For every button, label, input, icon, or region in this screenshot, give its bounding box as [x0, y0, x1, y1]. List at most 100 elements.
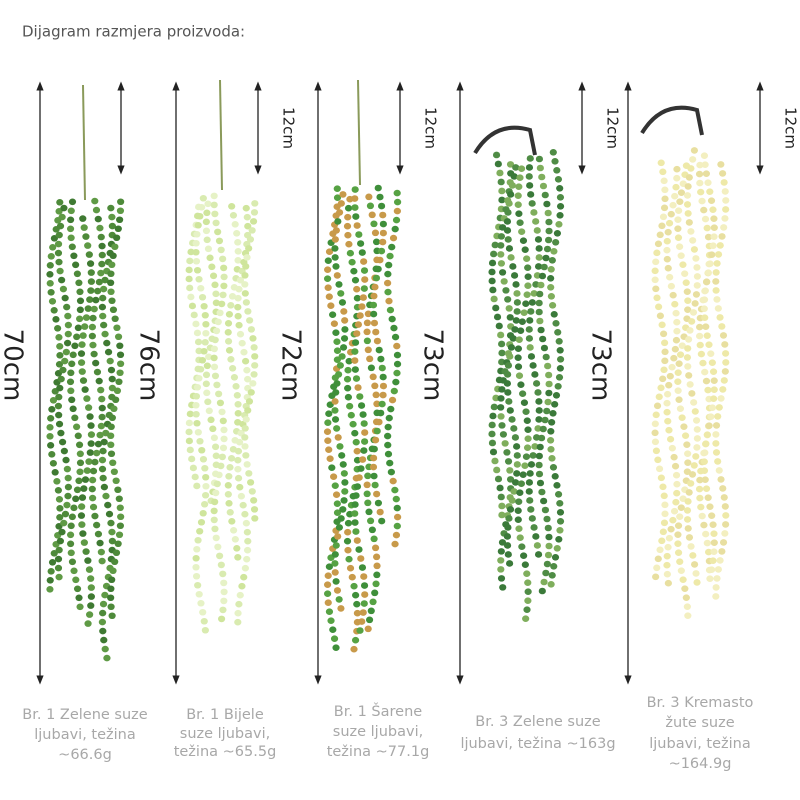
- bead: [675, 360, 683, 367]
- bead: [498, 422, 506, 429]
- bead: [706, 260, 714, 267]
- bead: [330, 473, 338, 481]
- bead: [196, 212, 204, 220]
- bead: [688, 471, 697, 478]
- bead: [107, 279, 115, 287]
- bead: [234, 609, 242, 617]
- bead: [201, 464, 209, 472]
- bead: [81, 476, 90, 483]
- bead: [241, 281, 249, 288]
- bead: [114, 540, 122, 548]
- bead: [490, 250, 498, 258]
- plant: [46, 84, 125, 662]
- bead: [709, 521, 717, 528]
- bead: [697, 188, 705, 196]
- bead: [225, 499, 233, 507]
- bead: [60, 447, 68, 455]
- bead: [325, 608, 334, 616]
- bead: [50, 307, 58, 314]
- bead: [242, 263, 250, 270]
- bead: [372, 238, 381, 246]
- bead: [719, 485, 727, 492]
- bead: [333, 272, 341, 279]
- bead: [332, 329, 340, 337]
- bead: [67, 387, 75, 395]
- bead: [364, 499, 372, 507]
- bead: [113, 234, 121, 242]
- bead: [676, 405, 685, 412]
- bead: [513, 452, 521, 459]
- bead: [714, 305, 722, 312]
- bead: [339, 461, 347, 468]
- bead: [674, 540, 682, 547]
- bead: [107, 519, 115, 527]
- length-label: 73cm: [586, 329, 616, 402]
- bead: [369, 598, 377, 606]
- bead: [324, 599, 332, 607]
- bead: [104, 501, 112, 509]
- bead: [683, 441, 691, 448]
- bead: [671, 300, 679, 308]
- bead: [87, 602, 95, 609]
- bead: [553, 230, 562, 237]
- bead: [224, 337, 233, 345]
- bead: [498, 269, 507, 276]
- bead: [84, 620, 92, 627]
- bead: [86, 449, 94, 456]
- bead: [85, 251, 93, 258]
- bead: [67, 549, 75, 557]
- bead: [353, 222, 361, 229]
- bead: [514, 507, 522, 515]
- bead: [533, 542, 542, 549]
- bead: [340, 497, 348, 504]
- bead: [712, 287, 720, 294]
- bead: [66, 225, 75, 233]
- bead: [192, 554, 200, 562]
- bead: [325, 293, 333, 301]
- bead: [497, 575, 506, 582]
- bead: [722, 521, 730, 528]
- bead: [521, 246, 529, 254]
- bead: [353, 609, 362, 617]
- bead: [344, 528, 352, 536]
- bead: [241, 434, 249, 441]
- bead: [203, 362, 211, 370]
- bead: [371, 544, 380, 552]
- bead: [384, 432, 392, 440]
- bead: [516, 489, 524, 497]
- bead: [663, 237, 671, 245]
- bead: [376, 508, 384, 516]
- bead: [377, 409, 385, 417]
- bead: [526, 155, 534, 162]
- bead: [193, 383, 202, 391]
- bead: [338, 353, 346, 360]
- bead: [213, 381, 221, 389]
- bead: [499, 431, 508, 438]
- bead: [363, 481, 371, 489]
- bead: [90, 305, 98, 313]
- bead: [46, 271, 54, 278]
- bead: [72, 495, 80, 503]
- bead: [540, 578, 548, 586]
- bead: [684, 525, 692, 532]
- bead: [55, 393, 63, 401]
- bead: [55, 546, 63, 554]
- bead: [503, 227, 512, 234]
- bead: [328, 464, 336, 472]
- bead: [709, 368, 718, 375]
- bead: [49, 397, 58, 404]
- bead: [549, 302, 557, 309]
- bead: [714, 251, 723, 258]
- bead: [97, 548, 105, 556]
- bead: [717, 395, 725, 402]
- bead: [233, 391, 241, 399]
- bead: [234, 456, 242, 464]
- bead: [671, 345, 679, 353]
- bead: [556, 194, 565, 201]
- bead: [374, 499, 383, 507]
- bead: [107, 288, 115, 296]
- bead: [339, 191, 347, 198]
- bead: [243, 546, 252, 554]
- bead: [87, 593, 95, 600]
- length-label: 70cm: [0, 329, 28, 402]
